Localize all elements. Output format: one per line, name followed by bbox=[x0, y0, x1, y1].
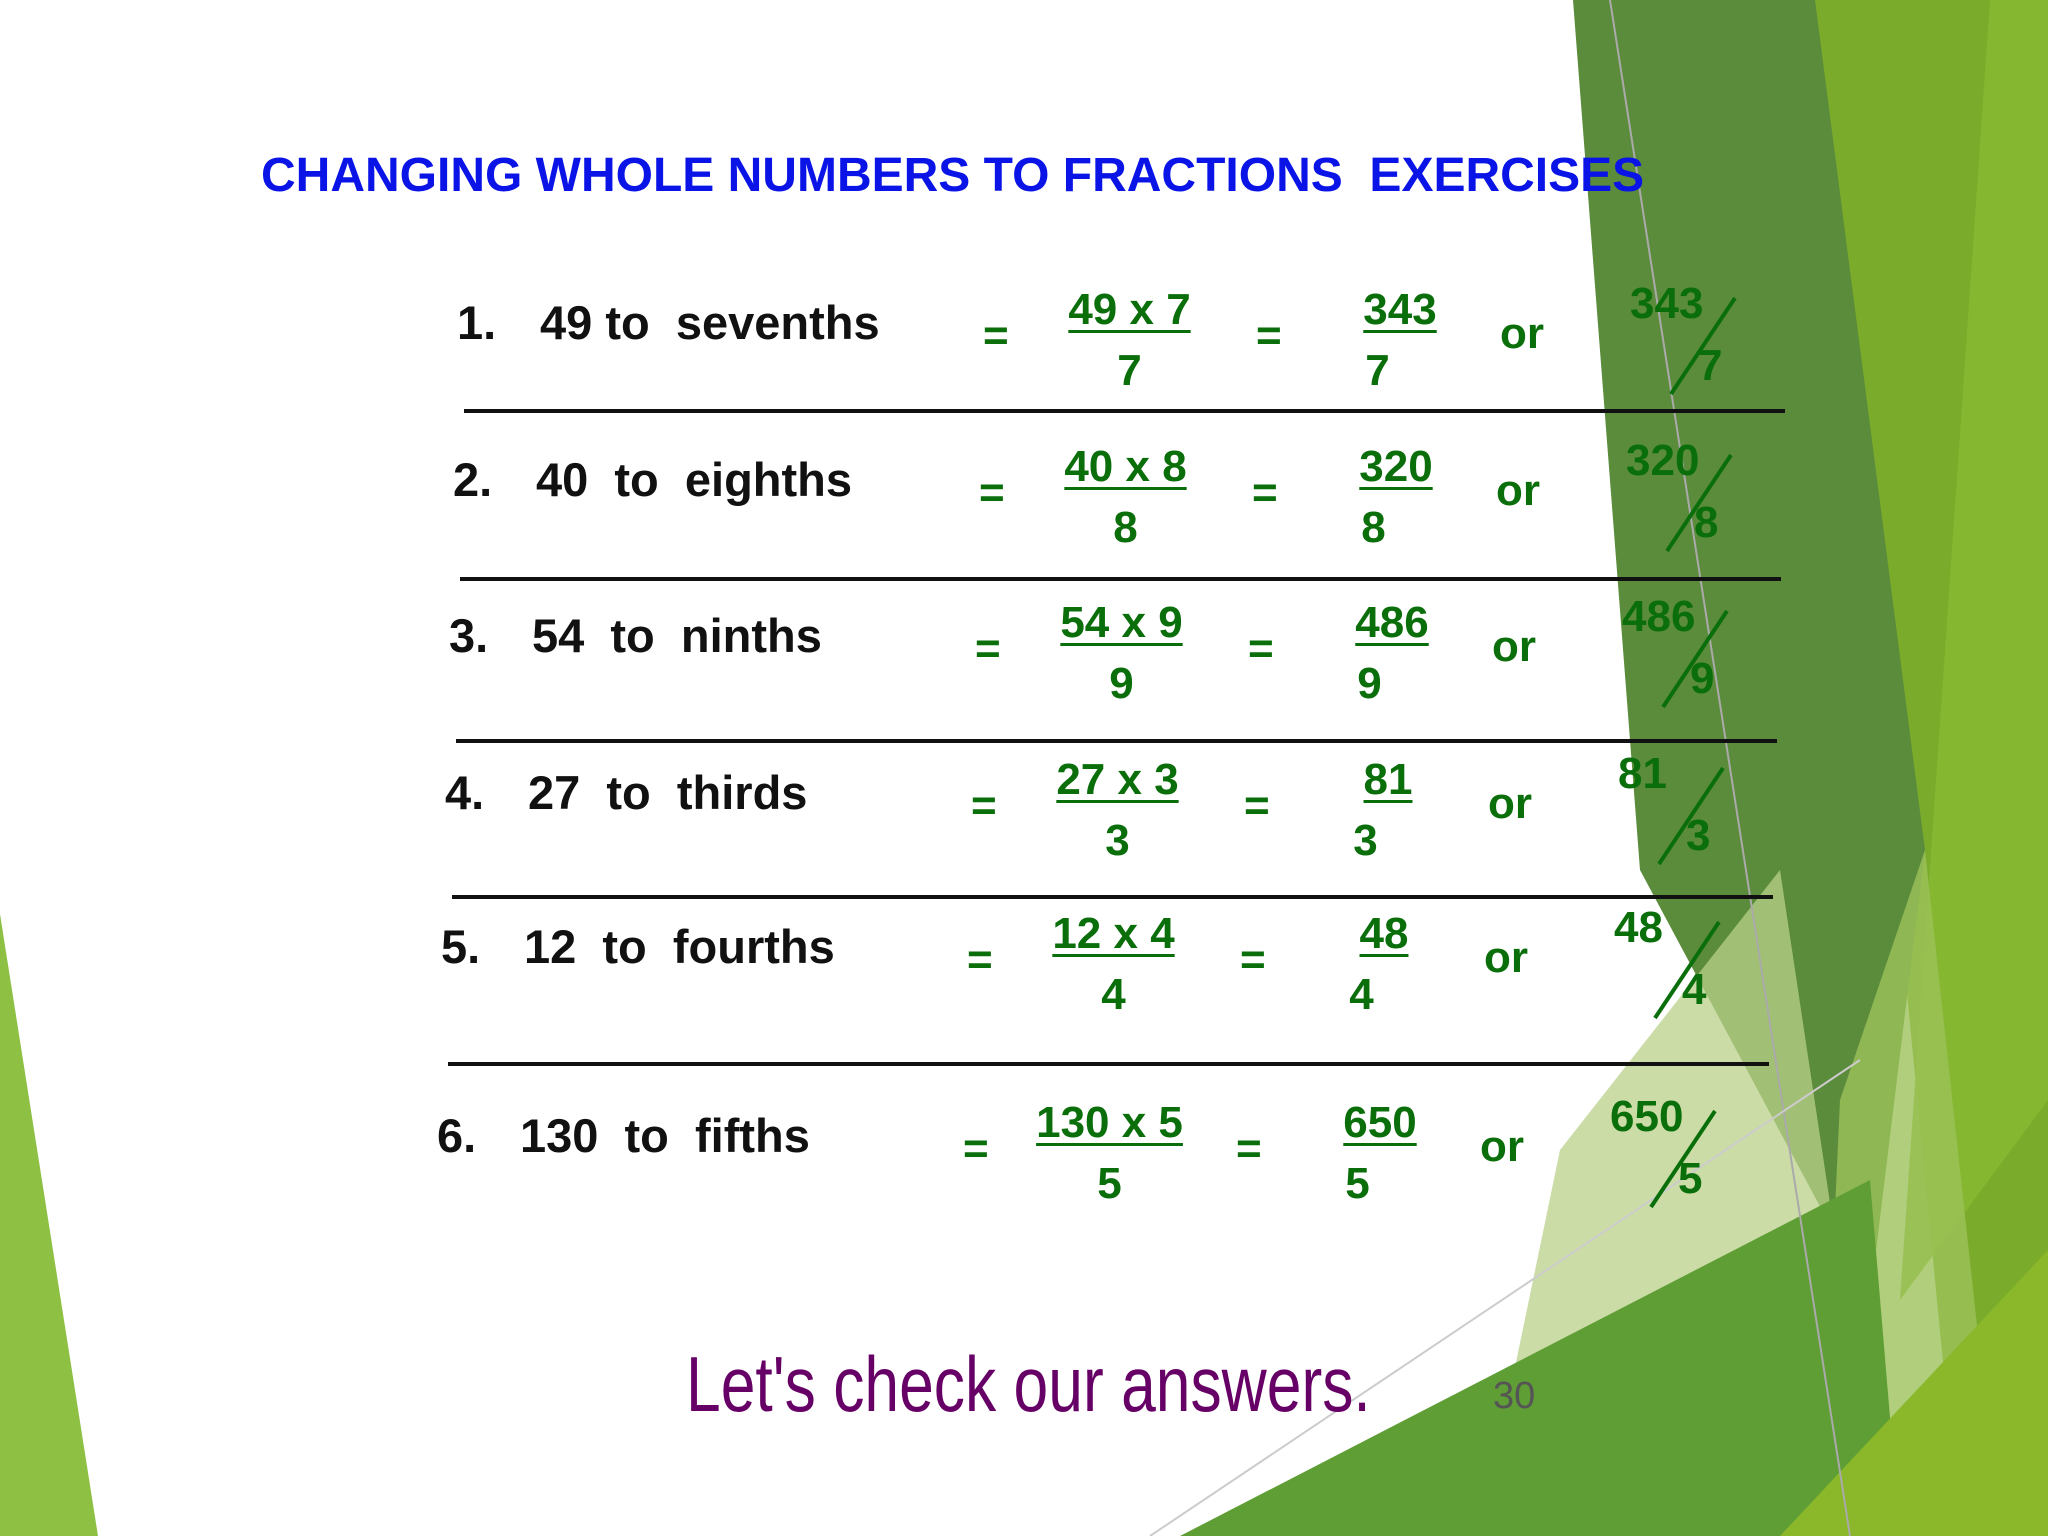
slash-numerator: 650 bbox=[1610, 1092, 1684, 1141]
step-numerator: 54 x 9 bbox=[1060, 598, 1183, 647]
footer-text: Let's check our answers. bbox=[686, 1340, 1371, 1428]
exercise-number: 1. bbox=[457, 296, 497, 349]
row-divider bbox=[456, 739, 1777, 743]
result-denominator: 7 bbox=[1365, 346, 1390, 395]
row-divider bbox=[460, 577, 1781, 581]
equals-sign: = bbox=[1240, 935, 1266, 984]
result-denominator: 3 bbox=[1353, 816, 1378, 865]
fraction-slash bbox=[1649, 1109, 1717, 1209]
result-numerator: 81 bbox=[1363, 755, 1413, 804]
or-word: or bbox=[1500, 309, 1544, 358]
step-denominator: 9 bbox=[1109, 659, 1134, 708]
equals-sign: = bbox=[967, 935, 993, 984]
row-divider bbox=[464, 409, 1785, 413]
step-numerator: 49 x 7 bbox=[1068, 285, 1191, 334]
exercise-row: 5. 12 to fourths = 12 x 4 4 = 48 4 or 48 4 bbox=[0, 906, 2048, 1048]
exercise-row: 6. 130 to fifths = 130 x 5 5 = 650 5 or 650 5 bbox=[0, 1095, 2048, 1237]
exercise-number: 3. bbox=[449, 609, 489, 662]
exercise-number: 2. bbox=[453, 453, 493, 506]
step-denominator: 3 bbox=[1105, 816, 1130, 865]
step-denominator: 5 bbox=[1097, 1159, 1122, 1208]
exercise-row: 3. 54 to ninths = 54 x 9 9 = 486 9 or 486 9 bbox=[0, 595, 2048, 737]
result-numerator: 650 bbox=[1343, 1098, 1417, 1147]
slash-numerator: 343 bbox=[1630, 279, 1704, 328]
or-word: or bbox=[1484, 933, 1528, 982]
step-numerator: 40 x 8 bbox=[1064, 442, 1187, 491]
exercise-number: 5. bbox=[441, 920, 481, 973]
slash-numerator: 48 bbox=[1614, 903, 1663, 952]
result-numerator: 320 bbox=[1359, 442, 1433, 491]
slash-numerator: 320 bbox=[1626, 436, 1700, 485]
page-number: 30 bbox=[1493, 1375, 1536, 1417]
result-denominator: 4 bbox=[1349, 970, 1374, 1019]
result-denominator: 8 bbox=[1361, 503, 1386, 552]
equals-sign: = bbox=[1248, 624, 1274, 673]
result-numerator: 486 bbox=[1355, 598, 1429, 647]
exercise-row: 4. 27 to thirds = 27 x 3 3 = 81 3 or 81 3 bbox=[0, 752, 2048, 894]
slash-numerator: 486 bbox=[1622, 592, 1696, 641]
left-green-strip bbox=[0, 914, 98, 1536]
exercise-label: 130 to fifths bbox=[520, 1109, 810, 1162]
row-divider bbox=[448, 1062, 1769, 1066]
exercise-row: 1. 49 to sevenths = 49 x 7 7 = 343 7 or 343 7 bbox=[0, 282, 2048, 424]
equals-sign: = bbox=[979, 468, 1005, 517]
fraction-slash bbox=[1665, 453, 1733, 553]
bottom-green-panel bbox=[1180, 1180, 1900, 1536]
exercise-label: 12 to fourths bbox=[524, 920, 835, 973]
thin-gray-line bbox=[1149, 1059, 1861, 1536]
step-numerator: 27 x 3 bbox=[1056, 755, 1179, 804]
result-denominator: 9 bbox=[1357, 659, 1382, 708]
or-word: or bbox=[1496, 466, 1540, 515]
exercise-label: 27 to thirds bbox=[528, 766, 808, 819]
slash-numerator: 81 bbox=[1618, 749, 1667, 798]
row-divider bbox=[452, 895, 1773, 899]
equals-sign: = bbox=[971, 781, 997, 830]
result-denominator: 5 bbox=[1345, 1159, 1370, 1208]
fraction-slash bbox=[1657, 766, 1725, 866]
equals-sign: = bbox=[1256, 311, 1282, 360]
fraction-slash bbox=[1661, 609, 1729, 709]
equals-sign: = bbox=[963, 1124, 989, 1173]
bottom-right-green-panel bbox=[1780, 1250, 2048, 1536]
fraction-slash bbox=[1653, 920, 1721, 1020]
exercise-label: 40 to eighths bbox=[536, 453, 852, 506]
result-numerator: 343 bbox=[1363, 285, 1437, 334]
or-word: or bbox=[1480, 1122, 1524, 1171]
result-numerator: 48 bbox=[1359, 909, 1409, 958]
exercise-number: 4. bbox=[445, 766, 485, 819]
step-denominator: 8 bbox=[1113, 503, 1138, 552]
equals-sign: = bbox=[1252, 468, 1278, 517]
equals-sign: = bbox=[975, 624, 1001, 673]
fraction-slash bbox=[1669, 296, 1737, 396]
step-numerator: 12 x 4 bbox=[1052, 909, 1175, 958]
step-denominator: 4 bbox=[1101, 970, 1126, 1019]
page-title: CHANGING WHOLE NUMBERS TO FRACTIONS EXER… bbox=[261, 149, 1645, 202]
exercise-number: 6. bbox=[437, 1109, 477, 1162]
exercise-row: 2. 40 to eighths = 40 x 8 8 = 320 8 or 320 8 bbox=[0, 439, 2048, 581]
exercise-label: 49 to sevenths bbox=[540, 296, 880, 349]
equals-sign: = bbox=[983, 311, 1009, 360]
equals-sign: = bbox=[1236, 1124, 1262, 1173]
step-denominator: 7 bbox=[1117, 346, 1142, 395]
or-word: or bbox=[1492, 622, 1536, 671]
exercise-label: 54 to ninths bbox=[532, 609, 822, 662]
or-word: or bbox=[1488, 779, 1532, 828]
equals-sign: = bbox=[1244, 781, 1270, 830]
step-numerator: 130 x 5 bbox=[1036, 1098, 1183, 1147]
thin-gray-line bbox=[1609, 0, 1851, 1536]
